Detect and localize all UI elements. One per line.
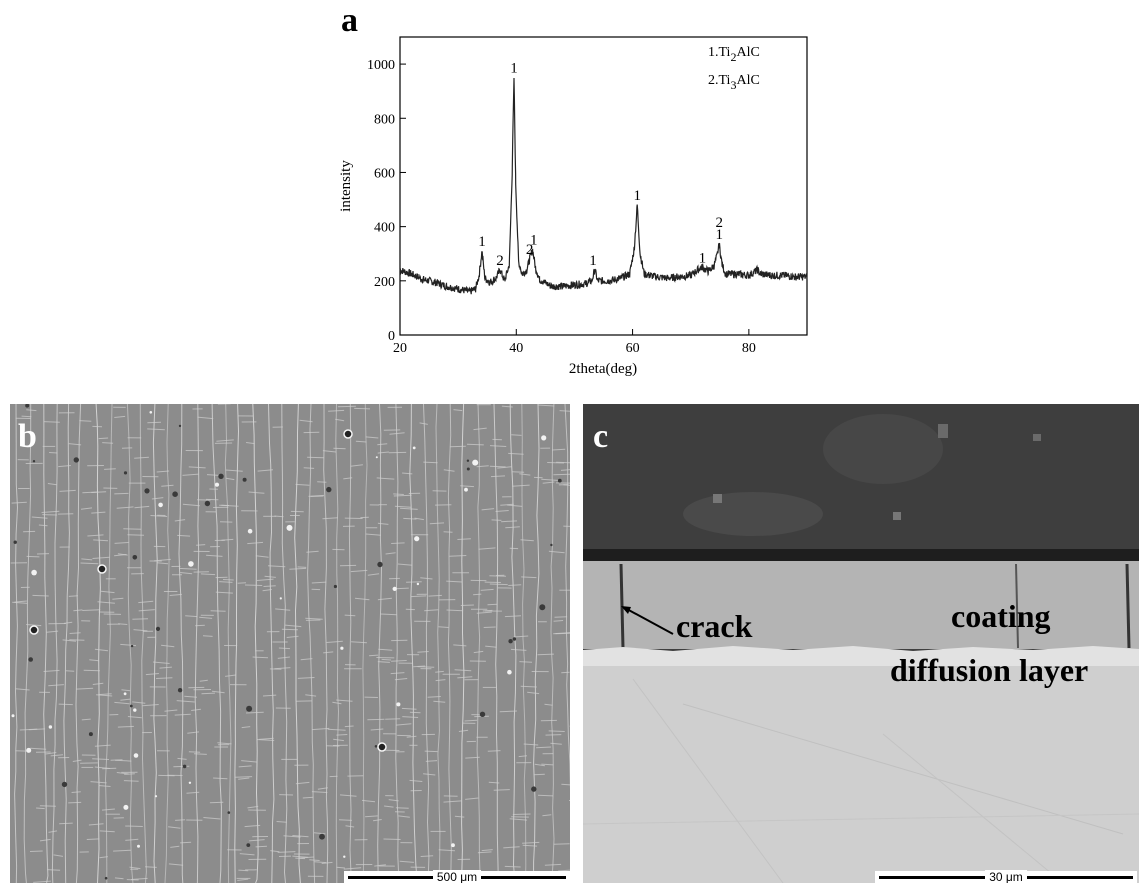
scale-bar-c-label: 30 μm [985, 870, 1027, 883]
legend-entry-2: 2.Ti3AlC [708, 73, 760, 92]
peak-label: 1 [633, 188, 641, 204]
coating-layer [583, 561, 1139, 649]
panel-c-label: c [593, 418, 609, 455]
peak-label: 1 [478, 234, 486, 250]
peak-label: 2 [496, 253, 504, 269]
y-tick-label: 1000 [367, 58, 395, 73]
diffusion-layer-annotation: diffusion layer [890, 652, 1089, 688]
scale-bar-c: 30 μm [875, 870, 1137, 883]
peak-label: 1 [510, 61, 518, 77]
scale-bar-b-label: 500 μm [432, 870, 482, 883]
peak-label: 1 [715, 227, 723, 243]
peak-label: 2 [715, 215, 723, 231]
y-tick-label: 400 [374, 221, 395, 236]
y-tick-label: 200 [374, 275, 395, 290]
x-tick-label: 40 [509, 341, 523, 356]
sem-surface-image: b 500 μm [10, 404, 570, 883]
xrd-series-line [399, 77, 808, 295]
plot-frame [399, 36, 808, 336]
surface-crack-pattern [10, 404, 570, 883]
scale-bar-b: 500 μm [344, 870, 570, 883]
y-tick-label: 600 [374, 166, 395, 181]
y-axis-title: intensity [338, 160, 354, 212]
crack-annotation: crack [676, 608, 753, 644]
x-tick-label: 20 [393, 341, 407, 356]
sem-cross-section-image: c crack coating diffusion layer 30 μm [583, 404, 1139, 883]
panel-b-label: b [18, 418, 37, 455]
peak-label: 1 [699, 250, 707, 266]
panel-a-label: a [341, 2, 358, 39]
y-tick-label: 0 [388, 329, 395, 344]
crack-network [10, 404, 570, 883]
legend-entry-1: 1.Ti2AlC [708, 45, 760, 64]
peak-label: 2 [526, 242, 534, 258]
coating-annotation: coating [951, 598, 1051, 634]
x-tick-label: 80 [742, 341, 756, 356]
y-tick-label: 800 [374, 112, 395, 127]
cross-section-layers [583, 404, 1139, 883]
peak-label: 1 [589, 253, 597, 269]
substrate [583, 666, 1139, 883]
peak-label: 1 [530, 233, 538, 249]
x-axis-title: 2theta(deg) [569, 361, 637, 377]
x-tick-label: 60 [626, 341, 640, 356]
crack-pointer-arrow [624, 607, 674, 635]
